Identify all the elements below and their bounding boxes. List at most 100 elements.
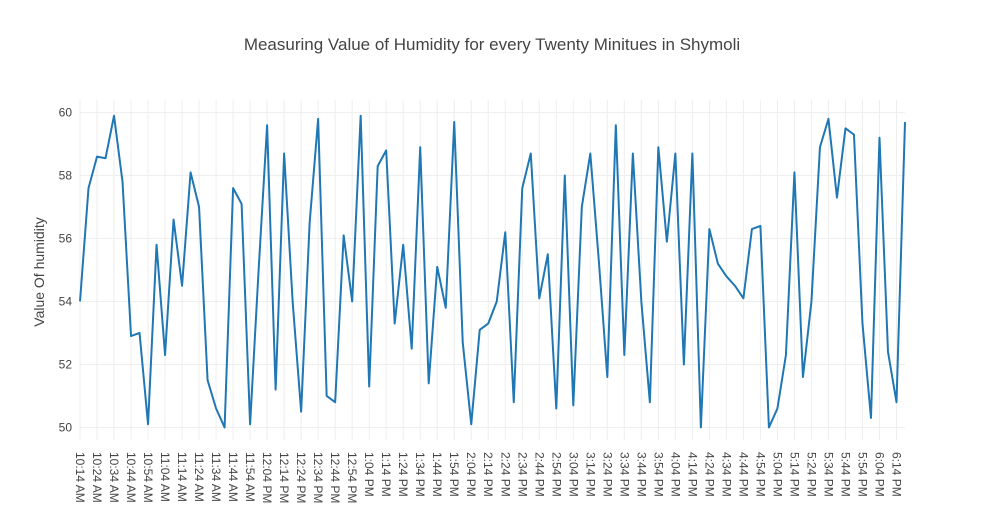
data-point <box>742 297 744 299</box>
data-point <box>513 401 515 403</box>
x-tick-label: 12:44 PM <box>328 452 342 503</box>
data-point <box>674 153 676 155</box>
data-point <box>844 127 846 129</box>
data-point <box>436 266 438 268</box>
x-tick-label: 12:14 PM <box>277 452 291 503</box>
x-tick-label: 6:14 PM <box>889 452 903 497</box>
data-point <box>759 225 761 227</box>
x-tick-label: 12:04 PM <box>260 452 274 503</box>
data-point <box>198 206 200 208</box>
x-tick-label: 12:54 PM <box>345 452 359 503</box>
x-tick-label: 1:14 PM <box>379 452 393 497</box>
data-point <box>79 300 81 302</box>
data-point <box>411 348 413 350</box>
x-tick-label: 2:24 PM <box>498 452 512 497</box>
data-point <box>207 379 209 381</box>
data-point <box>88 187 90 189</box>
data-point <box>326 395 328 397</box>
x-tick-label: 3:24 PM <box>600 452 614 497</box>
data-point <box>564 175 566 177</box>
x-tick-label: 5:44 PM <box>838 452 852 497</box>
data-point <box>734 285 736 287</box>
x-tick-label: 3:14 PM <box>583 452 597 497</box>
x-tick-label: 1:44 PM <box>430 452 444 497</box>
x-tick-label: 3:04 PM <box>566 452 580 497</box>
data-point <box>887 351 889 353</box>
data-point <box>130 335 132 337</box>
data-point <box>819 146 821 148</box>
data-point <box>224 426 226 428</box>
data-point <box>470 423 472 425</box>
data-point <box>479 329 481 331</box>
x-tick-label: 11:54 AM <box>243 452 257 502</box>
data-point <box>147 423 149 425</box>
data-point <box>173 219 175 221</box>
data-point <box>538 297 540 299</box>
y-gridlines <box>80 112 905 428</box>
data-point <box>861 323 863 325</box>
data-point <box>377 165 379 167</box>
data-point <box>785 354 787 356</box>
x-tick-label: 4:24 PM <box>702 452 716 497</box>
x-tick-label: 3:44 PM <box>634 452 648 497</box>
x-tick-label: 2:44 PM <box>532 452 546 497</box>
data-point <box>215 408 217 410</box>
data-point <box>283 153 285 155</box>
data-point <box>895 401 897 403</box>
data-point <box>300 411 302 413</box>
x-tick-label: 12:24 PM <box>294 452 308 503</box>
data-point <box>581 206 583 208</box>
data-point <box>589 153 591 155</box>
data-point <box>394 323 396 325</box>
y-tick-label: 56 <box>59 232 73 246</box>
x-tick-label: 10:34 AM <box>107 452 121 503</box>
data-point <box>615 124 617 126</box>
data-point <box>530 153 532 155</box>
data-point <box>419 146 421 148</box>
x-tick-label: 3:54 PM <box>651 452 665 497</box>
data-point <box>836 197 838 199</box>
data-point <box>317 118 319 120</box>
data-point <box>445 307 447 309</box>
data-point <box>632 153 634 155</box>
x-tick-label: 2:34 PM <box>515 452 529 497</box>
data-point <box>275 389 277 391</box>
data-point <box>606 376 608 378</box>
data-point <box>691 153 693 155</box>
data-point <box>870 417 872 419</box>
y-tick-label: 58 <box>59 169 73 183</box>
x-tick-label: 12:34 PM <box>311 452 325 503</box>
x-tick-label: 3:34 PM <box>617 452 631 497</box>
data-point <box>164 354 166 356</box>
x-tick-label: 11:04 AM <box>158 452 172 502</box>
x-tick-label: 10:24 AM <box>90 452 104 503</box>
data-point <box>105 157 107 159</box>
data-point <box>708 228 710 230</box>
data-point <box>623 354 625 356</box>
x-tick-label: 11:14 AM <box>175 452 189 502</box>
data-point <box>555 408 557 410</box>
data-point <box>496 300 498 302</box>
data-point <box>683 363 685 365</box>
data-point <box>292 300 294 302</box>
data-point <box>368 385 370 387</box>
data-point <box>657 146 659 148</box>
x-tick-label: 4:14 PM <box>685 452 699 497</box>
y-tick-label: 60 <box>59 106 73 120</box>
data-point <box>428 382 430 384</box>
data-point <box>487 323 489 325</box>
data-point <box>878 137 880 139</box>
x-tick-label: 1:04 PM <box>362 452 376 497</box>
data-point <box>793 171 795 173</box>
x-tick-label: 11:44 AM <box>226 452 240 502</box>
y-tick-label: 50 <box>59 420 73 434</box>
x-tick-label: 5:04 PM <box>770 452 784 497</box>
data-point <box>156 244 158 246</box>
chart-title: Measuring Value of Humidity for every Tw… <box>244 35 740 54</box>
data-point <box>776 408 778 410</box>
data-point <box>572 404 574 406</box>
data-point <box>666 241 668 243</box>
x-tick-label: 5:24 PM <box>804 452 818 497</box>
data-point <box>139 332 141 334</box>
